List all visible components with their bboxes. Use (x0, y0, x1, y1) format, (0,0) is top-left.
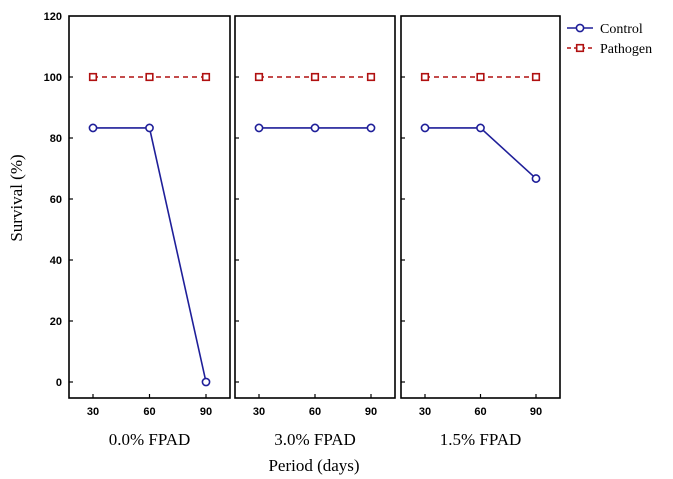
series-line-control (425, 127, 537, 180)
legend-entry-pathogen: Pathogen (567, 42, 652, 57)
y-tick-label: 20 (50, 316, 62, 328)
data-point-control (88, 123, 98, 133)
x-tick-label: 60 (143, 406, 155, 418)
data-point-pathogen (531, 72, 541, 82)
x-tick-label: 90 (365, 406, 377, 418)
y-tick-label: 0 (56, 377, 62, 389)
data-point-pathogen (476, 72, 485, 82)
legend-label: Control (600, 22, 643, 37)
x-tick-label: 30 (87, 406, 99, 418)
data-point-pathogen (145, 72, 154, 82)
panel-2: 30 60 90 3.0% FPAD (234, 15, 396, 449)
data-point-control (531, 174, 541, 183)
x-tick-label: 30 (419, 406, 431, 418)
y-tick-label: 120 (44, 11, 62, 23)
x-tick-label: 90 (200, 406, 212, 418)
y-tick-label: 80 (50, 133, 62, 145)
x-tick-label: 90 (530, 406, 542, 418)
panel-3: 30 60 90 1.5% FPAD (400, 15, 561, 449)
y-tick-label: 40 (50, 255, 62, 267)
panel-label: 3.0% FPAD (274, 430, 356, 449)
x-tick-label: 60 (309, 406, 321, 418)
panel-label: 1.5% FPAD (440, 430, 522, 449)
data-point-pathogen (88, 72, 98, 82)
data-point-control (254, 123, 264, 133)
legend-marker (575, 43, 585, 53)
chart-legend: Control Pathogen (567, 22, 652, 57)
panel-label: 0.0% FPAD (109, 430, 191, 449)
data-point-pathogen (201, 72, 211, 82)
y-tick-label: 60 (50, 194, 62, 206)
series-line-control (93, 127, 207, 383)
chart-panels: 0 20 40 60 80 100 120 30 60 90 0.0% FPAD 30 60 90 3.0%… (44, 11, 561, 449)
panel-1: 30 60 90 0.0% FPAD (68, 15, 231, 449)
x-tick-label: 30 (253, 406, 265, 418)
data-point-pathogen (310, 72, 320, 82)
legend-marker (575, 23, 585, 33)
data-point-pathogen (254, 72, 264, 82)
y-tick-label: 100 (44, 72, 62, 84)
x-tick-label: 60 (474, 406, 486, 418)
data-point-control (145, 123, 154, 133)
data-point-control (476, 123, 485, 133)
data-point-control (366, 123, 376, 133)
data-point-control (201, 377, 211, 387)
data-point-pathogen (420, 72, 430, 82)
data-point-control (310, 123, 320, 133)
y-axis-label: Survival (%) (7, 154, 26, 241)
x-axis-label: Period (days) (268, 456, 359, 475)
legend-label: Pathogen (600, 42, 652, 57)
data-point-control (420, 123, 430, 133)
data-point-pathogen (366, 72, 376, 82)
legend-entry-control: Control (567, 22, 643, 37)
